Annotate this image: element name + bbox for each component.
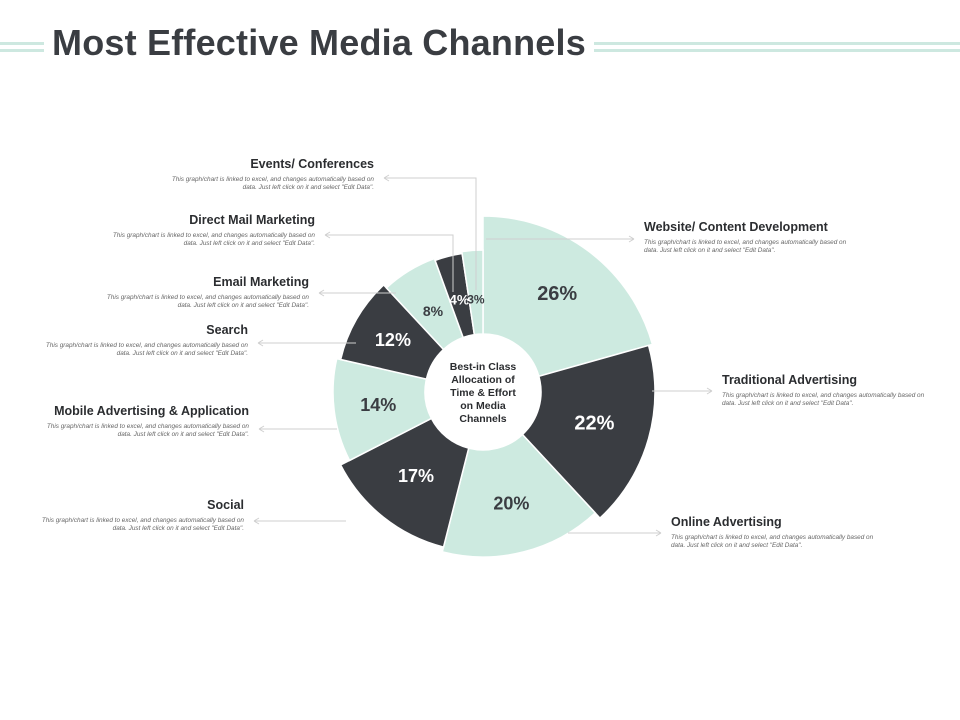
callout-events-conferences: Events/ Conferences This graph/chart is l…: [164, 157, 374, 192]
slice-value-label-direct-mail-marketing: 4%: [449, 292, 470, 308]
slice-value-label-mobile-advertising-application: 14%: [360, 395, 396, 415]
callout-title-email-marketing: Email Marketing: [213, 275, 309, 289]
pie-center-hole: [425, 334, 541, 450]
callout-social: Social This graph/chart is linked to exce…: [34, 498, 244, 533]
callout-description-online-advertising: This graph/chart is linked to excel, and…: [671, 534, 874, 549]
slice-value-label-website-content-development: 26%: [537, 283, 577, 305]
pie-center-label: Best-in Class Allocation of Time & Effort o…: [450, 361, 517, 425]
slice-value-label-online-advertising: 20%: [493, 494, 529, 514]
leader-arrow-events-conferences: [383, 174, 390, 182]
leader-arrow-online-advertising: [655, 529, 662, 537]
callout-description-email-marketing: This graph/chart is linked to excel, and…: [106, 294, 309, 309]
callout-title-direct-mail-marketing: Direct Mail Marketing: [189, 213, 315, 227]
callout-description-social: This graph/chart is linked to excel, and…: [41, 517, 244, 532]
title-wrap: Most Effective Media Channels: [44, 22, 594, 64]
callout-search: Search This graph/chart is linked to exce…: [38, 323, 248, 358]
slice-value-label-email-marketing: 8%: [423, 303, 444, 319]
callout-title-mobile-advertising-application: Mobile Advertising & Application: [54, 404, 249, 418]
callout-description-traditional-advertising: This graph/chart is linked to excel, and…: [722, 392, 925, 407]
leader-line-events-conferences: [384, 177, 477, 290]
callout-title-website-content-development: Website/ Content Development: [644, 220, 828, 234]
leader-arrow-mobile-advertising-application: [258, 425, 265, 433]
callout-title-search: Search: [206, 323, 248, 337]
callout-description-direct-mail-marketing: This graph/chart is linked to excel, and…: [112, 232, 315, 247]
slice-value-label-events-conferences: 3%: [467, 292, 485, 306]
callout-description-mobile-advertising-application: This graph/chart is linked to excel, and…: [46, 423, 249, 438]
callout-mobile-advertising-application: Mobile Advertising & Application This gra…: [39, 404, 249, 439]
callout-website-content-development: Website/ Content Development This graph/c…: [644, 220, 854, 255]
callout-description-website-content-development: This graph/chart is linked to excel, and…: [644, 239, 847, 254]
callout-title-social: Social: [207, 498, 244, 512]
pie-slice-mobile-advertising-application: [332, 357, 433, 462]
slice-value-label-social: 17%: [398, 466, 434, 486]
callout-description-search: This graph/chart is linked to excel, and…: [45, 342, 248, 357]
leader-line-direct-mail-marketing: [325, 234, 454, 292]
leader-arrow-direct-mail-marketing: [324, 231, 331, 239]
callout-description-events-conferences: This graph/chart is linked to excel, and…: [171, 176, 374, 191]
callout-direct-mail-marketing: Direct Mail Marketing This graph/chart is…: [105, 213, 315, 248]
leader-arrow-email-marketing: [318, 289, 325, 297]
callout-traditional-advertising: Traditional Advertising This graph/chart …: [722, 373, 932, 408]
page-title: Most Effective Media Channels: [52, 22, 586, 63]
callout-title-events-conferences: Events/ Conferences: [250, 157, 374, 171]
callout-email-marketing: Email Marketing This graph/chart is linke…: [99, 275, 309, 310]
callout-online-advertising: Online Advertising This graph/chart is li…: [671, 515, 881, 550]
leader-arrow-traditional-advertising: [706, 387, 713, 395]
leader-arrow-search: [257, 339, 264, 347]
leader-arrow-social: [253, 517, 260, 525]
callout-title-online-advertising: Online Advertising: [671, 515, 782, 529]
leader-arrow-website-content-development: [628, 235, 635, 243]
slice-value-label-traditional-advertising: 22%: [574, 412, 614, 434]
slice-value-label-search: 12%: [375, 330, 411, 350]
callout-title-traditional-advertising: Traditional Advertising: [722, 373, 857, 387]
